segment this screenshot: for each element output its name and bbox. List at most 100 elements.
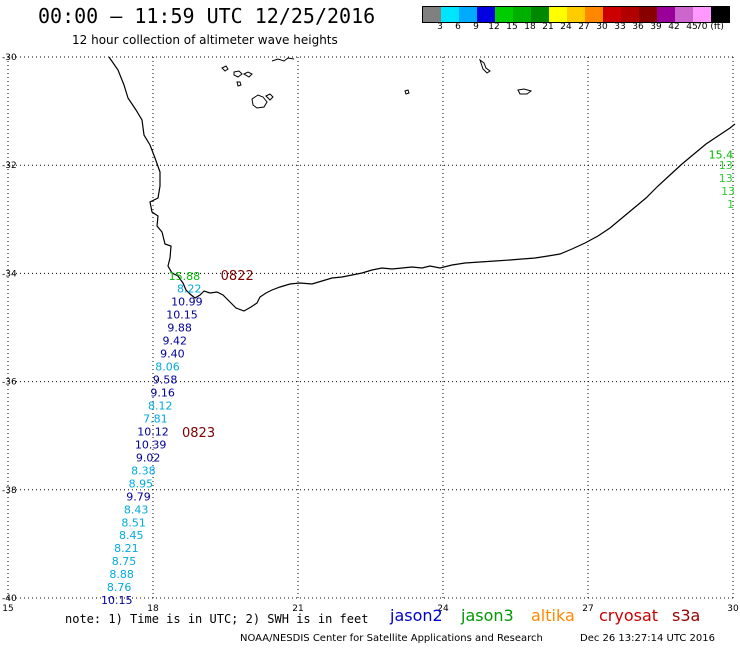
color-scale-labels: 3 6 9 12 15 18 21 24 27 30 33 36 39 42 45 70 (ft) — [422, 22, 728, 34]
latitude-tick-label: -36 — [2, 378, 17, 388]
wave-height-value: 8.51 — [121, 516, 146, 529]
legend-item-jason3: jason3 — [461, 606, 514, 625]
wave-height-value: 8.88 — [109, 568, 134, 581]
footnote: note: 1) Time is in UTC; 2) SWH is in fe… — [65, 612, 369, 626]
color-swatch — [675, 7, 693, 22]
wave-height-value: 9.88 — [167, 322, 192, 335]
island-9 — [404, 89, 410, 95]
color-swatch — [477, 7, 495, 22]
wave-height-value: 8.45 — [119, 529, 144, 542]
island-2 — [233, 70, 243, 78]
legend-item-cryosat: cryosat — [599, 606, 659, 625]
color-scale-label: 42 — [668, 22, 680, 32]
wave-height-value: 8.43 — [124, 503, 149, 516]
color-scale-label: 3 — [437, 22, 443, 32]
wave-height-value: 13 — [721, 185, 735, 198]
credit-line: NOAA/NESDIS Center for Satellite Applica… — [240, 633, 543, 644]
pass-time-labels: 0822 0823 — [182, 269, 254, 441]
island-1 — [221, 65, 229, 72]
longitude-tick-label: 27 — [582, 604, 593, 614]
wave-height-value: 9.58 — [153, 373, 178, 386]
wave-height-value: 15.88 — [169, 270, 201, 283]
wave-height-value: 9.40 — [160, 347, 185, 360]
color-scale-label: 27 — [578, 22, 590, 32]
wave-height-value: 9.79 — [126, 490, 151, 503]
longitude-tick-label: 18 — [147, 604, 159, 614]
wave-height-value: 10.15 — [101, 594, 133, 607]
color-swatch — [603, 7, 621, 22]
color-scale-label: 30 — [596, 22, 608, 32]
wave-height-value: 8.21 — [114, 542, 139, 555]
color-swatch — [621, 7, 639, 22]
pass-time-label: 0822 — [221, 269, 254, 284]
color-scale-label: 21 — [542, 22, 554, 32]
color-swatch — [513, 7, 531, 22]
coastline — [108, 56, 736, 312]
color-scale-label: 45 — [686, 22, 698, 32]
latitude-tick-label: -32 — [2, 161, 17, 171]
wave-height-observations: 15.888.2210.9910.159.889.429.408.069.589… — [101, 148, 735, 607]
color-swatch — [495, 7, 513, 22]
wave-height-value: 13 — [719, 159, 733, 172]
island-8 — [479, 58, 491, 74]
wave-height-value: 8.75 — [112, 555, 137, 568]
page-subtitle: 12 hour collection of altimeter wave hei… — [72, 33, 338, 47]
generation-timestamp: Dec 26 13:27:14 UTC 2016 — [580, 633, 715, 644]
wave-height-value: 9.42 — [163, 334, 188, 347]
color-scale-label: 9 — [473, 22, 479, 32]
color-swatch — [459, 7, 477, 22]
color-scale-label: 24 — [560, 22, 572, 32]
page-title: 00:00 – 11:59 UTC 12/25/2016 — [38, 4, 376, 28]
color-swatch — [693, 7, 711, 22]
wave-height-value: 8.38 — [131, 464, 156, 477]
wave-height-value: 7.81 — [143, 412, 168, 425]
pass-time-label: 0823 — [182, 426, 215, 441]
color-swatch — [531, 7, 549, 22]
wave-height-value: 15.4 — [709, 148, 734, 161]
island-3 — [242, 71, 253, 78]
color-swatch — [567, 7, 585, 22]
wave-height-value: 1 — [727, 198, 734, 211]
latitude-tick-label: -38 — [2, 486, 17, 496]
wave-height-value: 8.76 — [107, 581, 132, 594]
wave-height-value: 10.39 — [135, 438, 167, 451]
color-scale-label: 6 — [455, 22, 461, 32]
wave-height-value: 10.12 — [137, 425, 169, 438]
color-scale-label: 12 — [488, 22, 500, 32]
color-scale-label: 18 — [524, 22, 536, 32]
wave-height-value: 9.02 — [136, 451, 161, 464]
color-swatch — [585, 7, 603, 22]
island-4 — [236, 81, 242, 87]
longitude-tick-label: 15 — [2, 604, 13, 614]
color-scale-bar — [422, 6, 730, 23]
color-scale-label: 39 — [650, 22, 662, 32]
latitude-tick-label: -34 — [2, 269, 17, 279]
longitude-tick-label: 24 — [437, 604, 449, 614]
wave-height-value: 13 — [719, 172, 733, 185]
map-grid: 15 18 21 24 27 30 -30 -32 -34 -36 -38 -40 — [2, 53, 739, 614]
island-6 — [265, 93, 274, 101]
wave-height-value: 10.99 — [171, 296, 203, 309]
legend-item-altika: altika — [531, 606, 575, 625]
color-scale-label: 36 — [632, 22, 644, 32]
wave-height-value: 8.22 — [177, 283, 202, 296]
island-5 — [251, 94, 268, 109]
legend-item-jason2: jason2 — [390, 606, 443, 625]
legend-item-s3a: s3a — [672, 606, 701, 625]
color-swatch — [711, 7, 729, 22]
wave-height-value: 8.06 — [155, 360, 180, 373]
color-swatch — [423, 7, 441, 22]
latitude-tick-label: -30 — [2, 53, 17, 63]
color-scale-label: 15 — [506, 22, 518, 32]
color-swatch — [657, 7, 675, 22]
wave-height-value: 10.15 — [166, 309, 198, 322]
color-scale-label: 70 (ft) — [696, 22, 724, 32]
color-swatch — [549, 7, 567, 22]
color-scale-label: 33 — [614, 22, 626, 32]
wave-height-value: 8.95 — [129, 477, 154, 490]
longitude-tick-label: 21 — [292, 604, 303, 614]
coastline-path — [108, 56, 736, 312]
longitude-tick-label: 30 — [727, 604, 739, 614]
island-10 — [517, 88, 533, 95]
wave-height-value: 9.16 — [150, 386, 175, 399]
